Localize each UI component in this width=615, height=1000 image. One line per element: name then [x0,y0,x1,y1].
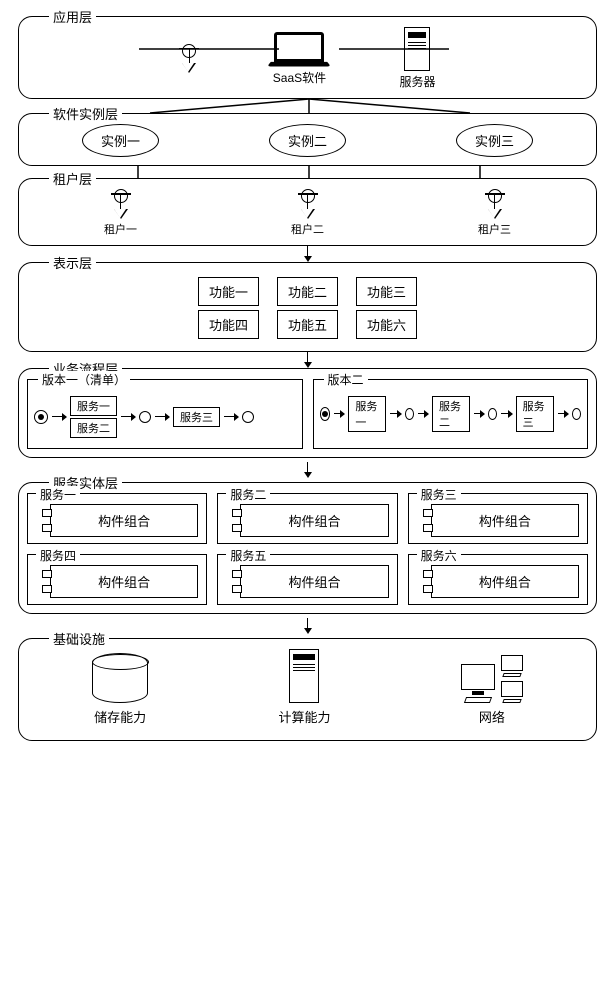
layer-title: 租户层 [49,169,96,188]
tenant-label: 租户一 [104,221,137,237]
flow-arrow-icon [334,413,344,415]
flow-service: 服务二 [432,396,470,432]
function-box: 功能二 [277,277,338,306]
layer-infra: 基础设施 储存能力 计算能力 网络 [18,638,597,741]
instance-node: 实例二 [269,124,346,157]
flow-arrow-icon [52,416,66,418]
laptop-icon [269,32,329,67]
flow-arrow-icon [155,416,169,418]
flow-service: 服务一 [70,396,117,416]
flow-arrow-icon [390,413,400,415]
flow-arrow-icon [224,416,238,418]
layer-present: 表示层 功能一 功能二 功能三 功能四 功能五 功能六 [18,262,597,352]
layer-instance: 软件实例层 实例一 实例二 实例三 [18,113,597,166]
actor-user [179,44,199,74]
network-icon [461,655,523,703]
flow-start-icon [34,410,48,424]
function-box: 功能三 [356,277,417,306]
flow-node-icon [405,408,414,420]
component-inner: 构件组合 [50,504,198,537]
function-box: 功能六 [356,310,417,339]
service-component: 服务三 构件组合 [408,493,588,544]
instance-node: 实例一 [82,124,159,157]
tenant-actor: 租户二 [291,189,324,237]
layer-title: 应用层 [49,7,96,26]
flow-end-icon [242,411,254,423]
flow-start-icon [320,407,331,421]
layer-title: 软件实例层 [49,104,122,123]
version-title: 版本二 [324,371,368,388]
component-inner: 构件组合 [50,565,198,598]
version-box-1: 版本一（清单） 服务一 服务二 服务三 [27,379,303,449]
flow-service: 服务一 [348,396,386,432]
service-name: 服务五 [226,547,270,564]
function-box: 功能五 [277,310,338,339]
tenant-label: 租户三 [478,221,511,237]
service-name: 服务三 [417,486,461,503]
layer-title: 基础设施 [49,629,109,648]
server-icon [404,27,430,71]
flow-end-icon [572,408,581,420]
network-label: 网络 [479,707,505,726]
flow-arrow-icon [558,413,568,415]
function-box: 功能一 [198,277,259,306]
flow-arrow-icon [474,413,484,415]
component-inner: 构件组合 [431,565,579,598]
service-name: 服务二 [226,486,270,503]
layer-application: 应用层 SaaS软件 服务器 [18,16,597,99]
layer-service: 服务实体层 服务一 构件组合 服务二 构件组合 服务三 构件组合 服务四 构件组… [18,482,597,614]
saas-label: SaaS软件 [273,69,326,86]
flow-join-icon [139,411,151,423]
service-name: 服务一 [36,486,80,503]
flow-arrow-icon [501,413,511,415]
layer-tenant: 租户层 租户一 租户二 租户三 [18,178,597,246]
flow-arrow-icon [121,416,135,418]
service-component: 服务一 构件组合 [27,493,207,544]
tenant-actor: 租户一 [104,189,137,237]
service-component: 服务六 构件组合 [408,554,588,605]
component-inner: 构件组合 [240,565,388,598]
layer-title: 表示层 [49,253,96,272]
version-title: 版本一（清单） [38,371,130,388]
server-label: 服务器 [399,73,435,90]
service-component: 服务二 构件组合 [217,493,397,544]
flow-service: 服务二 [70,418,117,438]
storage-icon [92,653,148,703]
service-component: 服务五 构件组合 [217,554,397,605]
instance-node: 实例三 [456,124,533,157]
version-box-2: 版本二 服务一 服务二 服务三 [313,379,589,449]
flow-service: 服务三 [516,396,554,432]
service-name: 服务四 [36,547,80,564]
compute-label: 计算能力 [278,707,330,726]
flow-node-icon [488,408,497,420]
tenant-actor: 租户三 [478,189,511,237]
service-component: 服务四 构件组合 [27,554,207,605]
compute-server-icon [289,649,319,703]
connector-inst-tenant [20,166,615,178]
component-inner: 构件组合 [240,504,388,537]
component-inner: 构件组合 [431,504,579,537]
down-arrow [10,246,605,262]
tenant-label: 租户二 [291,221,324,237]
flow-service: 服务三 [173,407,220,427]
storage-label: 储存能力 [94,707,146,726]
layer-process: 业务流程层 版本一（清单） 服务一 服务二 服务三 版本二 [18,368,597,458]
flow-arrow-icon [418,413,428,415]
service-name: 服务六 [417,547,461,564]
function-box: 功能四 [198,310,259,339]
